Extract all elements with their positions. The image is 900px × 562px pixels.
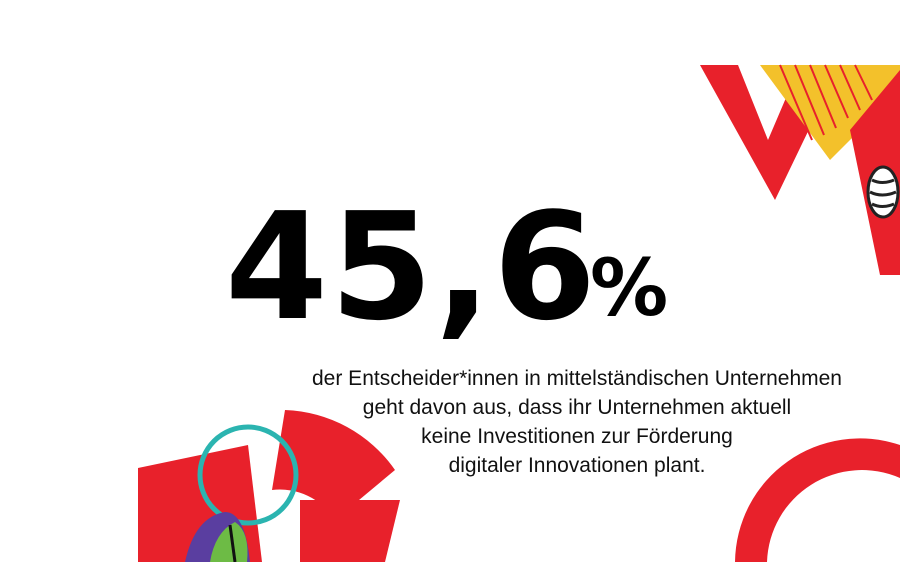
decoration-bottom-left (138, 410, 400, 562)
description-line: der Entscheider*innen in mittelständisch… (312, 367, 842, 390)
description-line: digitaler Innovationen plant. (449, 454, 706, 477)
stat-unit: % (590, 244, 668, 334)
description-line: keine Investitionen zur Förderung (421, 425, 733, 448)
description: der Entscheider*innen in mittelständisch… (312, 367, 842, 477)
stat-number: 45,6 (225, 181, 598, 353)
decoration-top-right (700, 64, 900, 275)
decoration-bottom-right (735, 438, 900, 562)
description-line: geht davon aus, dass ihr Unternehmen akt… (363, 396, 791, 419)
